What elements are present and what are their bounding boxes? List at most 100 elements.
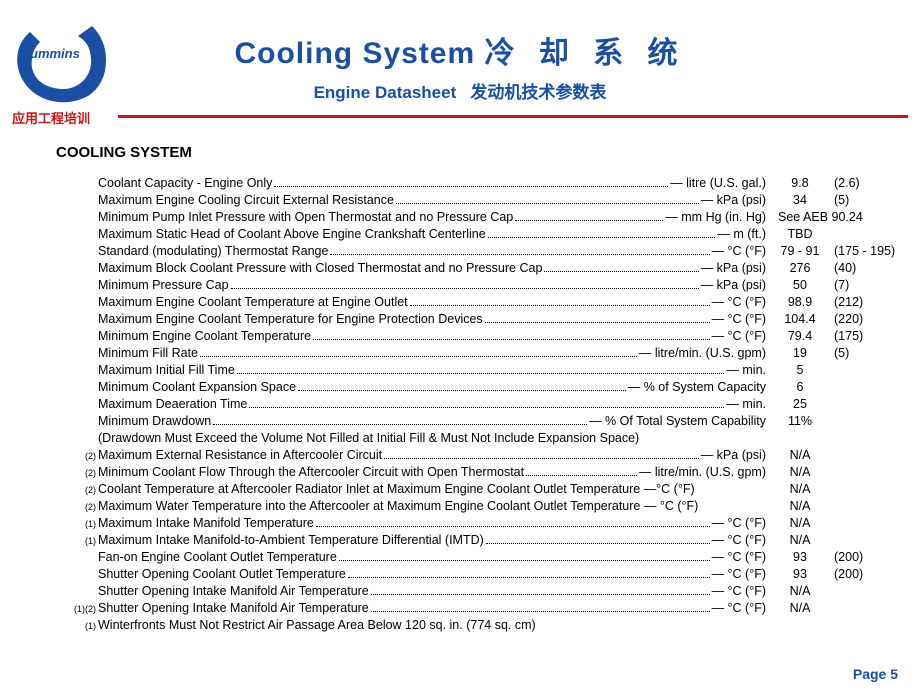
spec-row: (1)Maximum Intake Manifold-to-Ambient Te… xyxy=(74,532,894,549)
spec-unit: — °C (°F) xyxy=(712,532,766,549)
spec-label: Maximum Engine Coolant Temperature for E… xyxy=(98,311,483,328)
leader-dots xyxy=(213,424,587,425)
spec-superscript: (2) xyxy=(74,465,96,482)
spec-row: Minimum Fill Rate — litre/min. (U.S. gpm)… xyxy=(74,345,894,362)
spec-row: Shutter Opening Coolant Outlet Temperatu… xyxy=(74,566,894,583)
spec-unit: — °C (°F) xyxy=(712,600,766,617)
spec-row: Minimum Pressure Cap — kPa (psi)50(7) xyxy=(74,277,894,294)
spec-value-1: N/A xyxy=(766,498,834,515)
leader-dots xyxy=(371,594,710,595)
spec-unit: — °C (°F) xyxy=(712,515,766,532)
spec-value-2: (200) xyxy=(834,549,894,566)
leader-dots xyxy=(526,475,637,476)
spec-row: (2)Minimum Coolant Flow Through the Afte… xyxy=(74,464,894,481)
spec-superscript: (1) xyxy=(74,618,96,635)
spec-row: Standard (modulating) Thermostat Range— … xyxy=(74,243,894,260)
spec-row: (2)Coolant Temperature at Aftercooler Ra… xyxy=(74,481,894,498)
spec-label: Maximum Block Coolant Pressure with Clos… xyxy=(98,260,542,277)
spec-row: Maximum Engine Coolant Temperature at En… xyxy=(74,294,894,311)
page-subtitle: Engine Datasheet 发动机技术参数表 xyxy=(0,78,920,103)
spec-value-2: (5) xyxy=(834,345,894,362)
spec-row: (1)Maximum Intake Manifold Temperature — … xyxy=(74,515,894,532)
brand-tagline: 应用工程培训 xyxy=(12,108,90,127)
spec-label: Shutter Opening Intake Manifold Air Temp… xyxy=(98,583,369,600)
spec-unit: — °C (°F) xyxy=(712,583,766,600)
spec-unit: — °C (°F) xyxy=(712,294,766,311)
spec-row: Maximum Engine Cooling Circuit External … xyxy=(74,192,894,209)
spec-unit: — °C (°F) xyxy=(712,328,766,345)
spec-value-1: 93 xyxy=(766,566,834,583)
leader-dots xyxy=(231,288,699,289)
spec-label: Maximum Engine Cooling Circuit External … xyxy=(98,192,394,209)
spec-table: Coolant Capacity - Engine Only— litre (U… xyxy=(74,175,894,634)
spec-row: Minimum Engine Coolant Temperature— °C (… xyxy=(74,328,894,345)
spec-value-1: 6 xyxy=(766,379,834,396)
spec-superscript: (1)(2) xyxy=(74,601,96,618)
spec-value-1: N/A xyxy=(766,600,834,617)
spec-label: Shutter Opening Coolant Outlet Temperatu… xyxy=(98,566,346,583)
spec-row: (1)(2)Shutter Opening Intake Manifold Ai… xyxy=(74,600,894,617)
spec-label: Maximum Initial Fill Time xyxy=(98,362,235,379)
spec-value-1: 5 xyxy=(766,362,834,379)
spec-unit: — kPa (psi) xyxy=(701,277,766,294)
spec-unit: — min. xyxy=(726,396,766,413)
leader-dots xyxy=(410,305,710,306)
spec-value-1: 79 - 91 xyxy=(766,243,834,260)
spec-value-1: N/A xyxy=(766,583,834,600)
spec-row: (2)Maximum Water Temperature into the Af… xyxy=(74,498,894,515)
leader-dots xyxy=(249,407,724,408)
spec-unit: — litre (U.S. gal.) xyxy=(670,175,766,192)
title-en: Cooling System xyxy=(234,37,475,70)
subtitle-cn: 发动机技术参数表 xyxy=(470,83,606,102)
spec-value-1: 93 xyxy=(766,549,834,566)
spec-unit: — kPa (psi) xyxy=(701,260,766,277)
spec-unit: — kPa (psi) xyxy=(701,192,766,209)
spec-label: Maximum Intake Manifold Temperature xyxy=(98,515,314,532)
spec-label: Minimum Pressure Cap xyxy=(98,277,229,294)
spec-value-1: N/A xyxy=(766,515,834,532)
spec-row: Maximum Block Coolant Pressure with Clos… xyxy=(74,260,894,277)
spec-unit: — m (ft.) xyxy=(717,226,766,243)
spec-value-1: N/A xyxy=(766,481,834,498)
spec-unit: — °C (°F) xyxy=(712,549,766,566)
spec-row: Shutter Opening Intake Manifold Air Temp… xyxy=(74,583,894,600)
spec-label: Minimum Pump Inlet Pressure with Open Th… xyxy=(98,209,513,226)
spec-superscript: (1) xyxy=(74,516,96,533)
spec-unit: — % of System Capacity xyxy=(628,379,766,396)
spec-unit: — litre/min. (U.S. gpm) xyxy=(639,464,766,481)
spec-row: (2)Maximum External Resistance in Afterc… xyxy=(74,447,894,464)
spec-value-2: (175 - 195) xyxy=(834,243,894,260)
leader-dots xyxy=(313,339,709,340)
leader-dots xyxy=(339,560,710,561)
spec-unit: — litre/min. (U.S. gpm) xyxy=(639,345,766,362)
leader-dots xyxy=(396,203,699,204)
spec-value-2: (2.6) xyxy=(834,175,894,192)
leader-dots xyxy=(298,390,626,391)
spec-value-1: 98.9 xyxy=(766,294,834,311)
spec-label: Minimum Fill Rate xyxy=(98,345,198,362)
title-area: Cooling System 冷 却 系 统 Engine Datasheet … xyxy=(0,0,920,103)
spec-value-1: 79.4 xyxy=(766,328,834,345)
spec-value-1: N/A xyxy=(766,464,834,481)
spec-row: Coolant Capacity - Engine Only— litre (U… xyxy=(74,175,894,192)
leader-dots xyxy=(330,254,709,255)
leader-dots xyxy=(348,577,710,578)
spec-unit: — °C (°F) xyxy=(712,243,766,260)
spec-superscript: (2) xyxy=(74,482,96,499)
spec-row: Maximum Engine Coolant Temperature for E… xyxy=(74,311,894,328)
leader-dots xyxy=(485,322,710,323)
spec-label: Maximum Deaeration Time xyxy=(98,396,247,413)
divider xyxy=(118,115,908,118)
leader-dots xyxy=(274,186,668,187)
leader-dots xyxy=(488,237,716,238)
spec-row: Maximum Deaeration Time— min.25 xyxy=(74,396,894,413)
spec-note: (Drawdown Must Exceed the Volume Not Fil… xyxy=(74,430,894,447)
spec-value-1: See AEB 90.24 xyxy=(766,209,894,226)
spec-value-1: 50 xyxy=(766,277,834,294)
spec-value-1: 104.4 xyxy=(766,311,834,328)
title-cn: 冷 却 系 统 xyxy=(485,37,686,70)
spec-value-2: (7) xyxy=(834,277,894,294)
spec-value-1: 11% xyxy=(766,413,834,430)
leader-dots xyxy=(200,356,637,357)
spec-unit: — kPa (psi) xyxy=(701,447,766,464)
